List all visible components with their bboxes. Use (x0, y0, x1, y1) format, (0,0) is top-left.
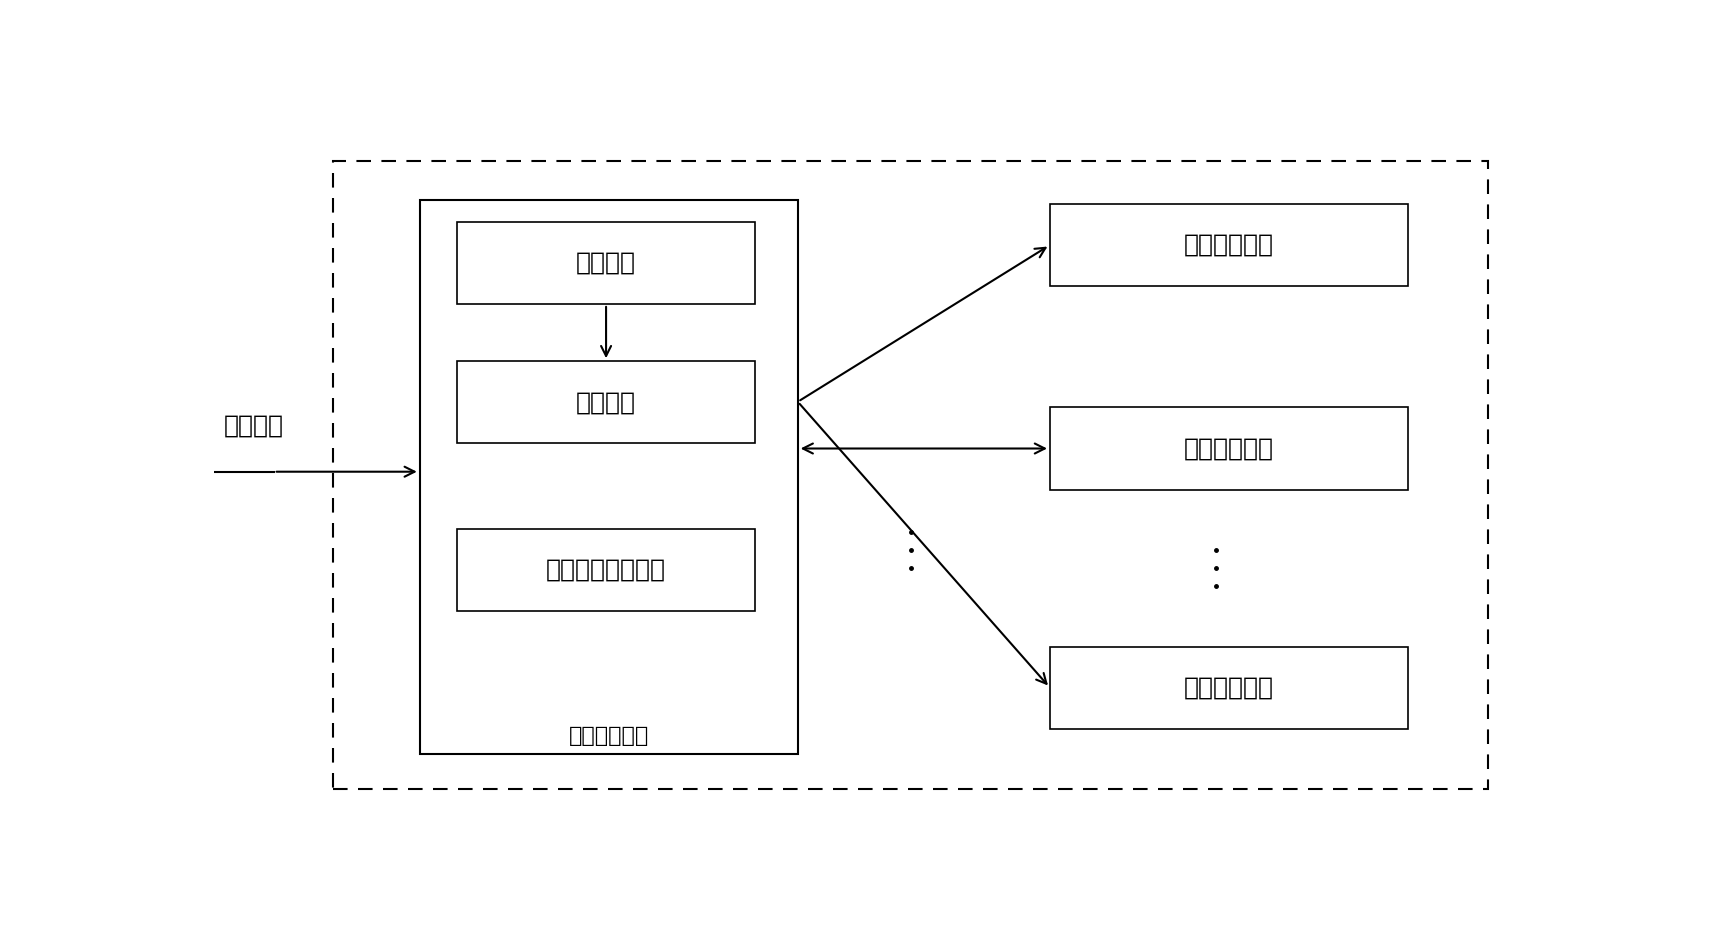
Text: 网络接口单元: 网络接口单元 (568, 726, 649, 746)
Bar (1049, 647, 1407, 729)
Bar (457, 222, 755, 304)
Text: 信令链路建立模块: 信令链路建立模块 (546, 558, 666, 582)
Text: 信令处理单元: 信令处理单元 (1185, 233, 1274, 257)
Bar (1049, 408, 1407, 489)
Bar (457, 528, 755, 611)
Bar (1049, 204, 1407, 286)
Text: 信令报文: 信令报文 (223, 413, 282, 438)
Text: 信令处理单元: 信令处理单元 (1185, 437, 1274, 461)
Text: 信令处理单元: 信令处理单元 (1185, 676, 1274, 700)
Bar (457, 362, 755, 443)
Text: 解析模块: 解析模块 (575, 251, 637, 275)
Text: 查表模块: 查表模块 (575, 390, 637, 414)
Bar (419, 200, 798, 754)
Bar (334, 161, 1488, 790)
